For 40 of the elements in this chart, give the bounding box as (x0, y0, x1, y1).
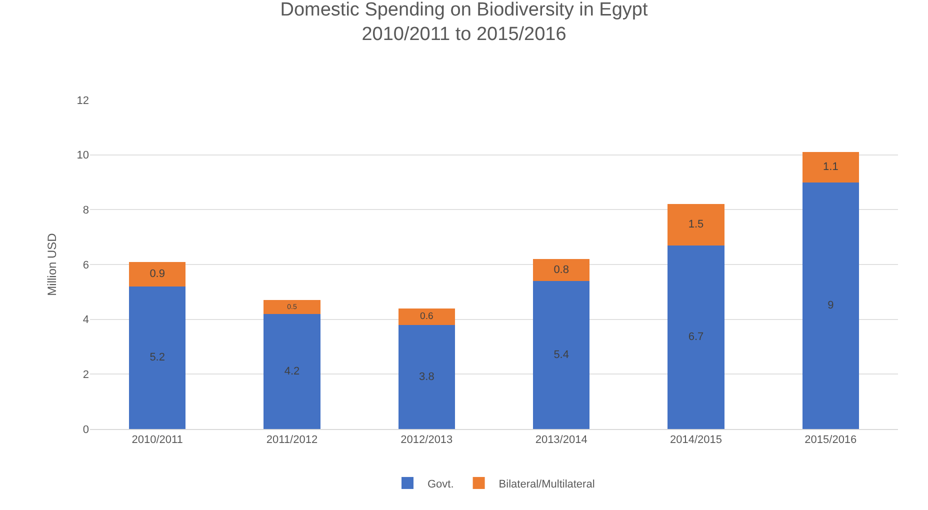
y-tick-label: 0 (82, 424, 89, 436)
data-label: 0.9 (150, 268, 165, 280)
bar (264, 314, 320, 429)
bar (533, 259, 590, 281)
x-tick-label: 2014/2015 (670, 434, 722, 446)
x-tick-label: 2010/2011 (132, 434, 183, 446)
bar (668, 204, 724, 246)
legend-label: Govt. (428, 478, 454, 490)
x-tick-label: 2011/2012 (266, 434, 318, 446)
legend-label: Bilateral/Multilateral (498, 478, 595, 490)
y-tick-label: 2 (82, 369, 89, 382)
bar (802, 152, 859, 182)
bar (533, 280, 590, 429)
data-label: 9 (828, 300, 834, 312)
data-label: 3.8 (419, 370, 434, 383)
bar (398, 308, 455, 325)
y-axis-title: Million USD (45, 232, 59, 296)
y-tick-label: 10 (76, 150, 89, 162)
bar (668, 245, 724, 429)
bar (398, 324, 455, 429)
bar (802, 182, 859, 429)
data-label: 1.5 (688, 218, 704, 231)
x-tick-label: 2015/2016 (804, 434, 857, 446)
x-tick-label: 2012/2013 (400, 434, 453, 446)
y-tick-label: 12 (76, 94, 89, 107)
data-label: 0.8 (554, 264, 569, 276)
data-label: 4.2 (284, 365, 300, 378)
x-tick-label: 2013/2014 (535, 434, 588, 446)
data-label: 5.2 (150, 352, 165, 364)
bar (129, 262, 186, 286)
y-tick-label: 8 (82, 204, 89, 217)
data-label: 1.1 (823, 161, 838, 174)
bar (129, 286, 186, 429)
data-label: 5.4 (554, 348, 569, 361)
y-tick-label: 4 (82, 314, 89, 326)
y-tick-label: 6 (82, 259, 89, 272)
chart-title: Domestic Spending on Biodiversity in Egypt 2010/2011 to 2015/2016 (280, 0, 648, 45)
data-label: 6.7 (688, 331, 704, 344)
bar (264, 300, 320, 314)
data-label: 0.6 (420, 311, 434, 322)
